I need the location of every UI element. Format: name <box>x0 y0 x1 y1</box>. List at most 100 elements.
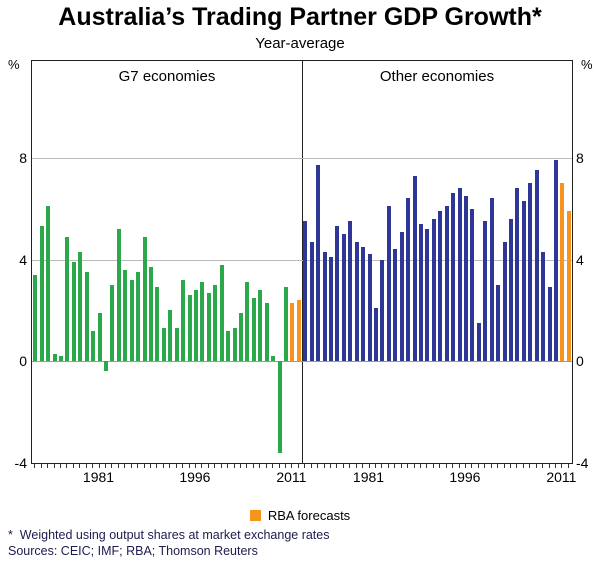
bar-other-1973 <box>316 165 321 362</box>
bar-other-1982 <box>373 307 378 362</box>
x-tick-other-1996 <box>464 464 466 468</box>
bar-other-2001 <box>496 284 501 362</box>
bar-g7-1972 <box>39 226 44 362</box>
x-tick-other-2008 <box>542 464 544 468</box>
x-tick-other-1994 <box>452 464 454 468</box>
bar-g7-1989 <box>148 267 153 362</box>
bar-other-2007 <box>534 170 539 362</box>
x-tick-other-2003 <box>509 464 511 468</box>
x-tick-other-1973 <box>317 464 319 468</box>
x-tick-other-1995 <box>458 464 460 468</box>
legend-swatch-forecast <box>249 510 261 521</box>
bar-g7-1976 <box>65 236 70 362</box>
bar-other-1984 <box>386 206 391 362</box>
x-tick-other-1984 <box>387 464 389 468</box>
x-tick-g7-1977 <box>72 464 74 468</box>
x-tick-g7-2003 <box>239 464 241 468</box>
bar-g7-2007 <box>264 302 269 362</box>
x-tick-label-g7-1996: 1996 <box>179 469 211 485</box>
x-tick-g7-1990 <box>156 464 158 468</box>
x-tick-other-1989 <box>419 464 421 468</box>
bar-g7-1977 <box>71 262 76 362</box>
bar-g7-1994 <box>181 279 186 362</box>
y-axis-unit-left: % <box>8 57 20 72</box>
x-tick-other-1992 <box>439 464 441 468</box>
bar-other-1998 <box>476 323 481 362</box>
y-tick-label-right-8: 8 <box>576 149 584 166</box>
x-tick-other-1981 <box>368 464 370 468</box>
x-tick-g7-2005 <box>252 464 254 468</box>
x-tick-g7-1991 <box>162 464 164 468</box>
bar-g7-1993 <box>174 328 179 362</box>
bar-other-1980 <box>361 246 366 362</box>
bar-other-2002 <box>502 241 507 362</box>
x-tick-other-1977 <box>342 464 344 468</box>
y-tick-label-right--4: -4 <box>576 455 589 471</box>
x-tick-g7-2012 <box>297 464 299 468</box>
x-tick-g7-2001 <box>227 464 229 468</box>
gridline-4 <box>32 259 572 261</box>
bar-g7-2011 <box>290 302 295 362</box>
x-tick-g7-1995 <box>188 464 190 468</box>
bar-other-2000 <box>489 198 494 362</box>
bar-g7-1984 <box>116 228 121 362</box>
x-tick-g7-1976 <box>66 464 68 468</box>
y-tick-label-left-4: 4 <box>19 251 27 268</box>
x-tick-g7-2006 <box>259 464 261 468</box>
bar-g7-2002 <box>232 328 237 362</box>
panel-divider <box>302 61 303 463</box>
legend: RBA forecasts <box>0 508 600 523</box>
bar-other-2009 <box>547 287 552 362</box>
bar-other-2010 <box>553 160 558 362</box>
x-tick-other-1998 <box>477 464 479 468</box>
x-tick-g7-1993 <box>175 464 177 468</box>
bar-g7-1979 <box>84 272 89 362</box>
bar-g7-1980 <box>91 330 96 362</box>
bar-other-1996 <box>463 195 468 362</box>
bar-other-2003 <box>508 218 513 362</box>
y-tick-label-right-4: 4 <box>576 251 584 268</box>
x-tick-other-2012 <box>567 464 569 468</box>
x-tick-g7-2007 <box>265 464 267 468</box>
x-tick-other-1993 <box>445 464 447 468</box>
x-tick-other-1997 <box>471 464 473 468</box>
bar-other-2008 <box>541 251 546 362</box>
bar-g7-2008 <box>271 356 276 362</box>
bar-g7-2012 <box>296 300 301 362</box>
x-tick-other-1986 <box>400 464 402 468</box>
x-tick-other-1985 <box>394 464 396 468</box>
y-tick-label-right-0: 0 <box>576 353 584 370</box>
bar-g7-1987 <box>136 272 141 362</box>
bar-other-1993 <box>444 206 449 362</box>
x-tick-other-2007 <box>535 464 537 468</box>
bar-g7-2005 <box>251 297 256 362</box>
bar-other-1986 <box>399 231 404 362</box>
x-tick-g7-1987 <box>137 464 139 468</box>
bar-other-2006 <box>528 183 533 362</box>
bar-g7-1981 <box>97 312 102 362</box>
x-tick-g7-1980 <box>92 464 94 468</box>
gridline-8 <box>32 157 572 159</box>
bar-g7-2000 <box>219 264 224 362</box>
bar-g7-2004 <box>245 282 250 362</box>
bar-g7-1990 <box>155 287 160 362</box>
x-tick-g7-1983 <box>111 464 113 468</box>
x-tick-other-2000 <box>490 464 492 468</box>
bar-other-1977 <box>341 234 346 362</box>
bar-other-1972 <box>309 241 314 362</box>
x-tick-g7-2011 <box>291 464 293 468</box>
x-tick-label-other-1981: 1981 <box>352 469 385 485</box>
x-tick-label-g7-2011: 2011 <box>276 469 307 485</box>
x-tick-g7-1982 <box>104 464 106 468</box>
x-tick-g7-2009 <box>278 464 280 468</box>
bar-other-1994 <box>451 193 456 362</box>
x-tick-g7-1986 <box>130 464 132 468</box>
bar-g7-1997 <box>200 282 205 362</box>
bar-g7-1992 <box>168 310 173 362</box>
x-tick-g7-1985 <box>124 464 126 468</box>
x-tick-label-g7-1981: 1981 <box>82 469 115 485</box>
bar-other-2004 <box>515 188 520 362</box>
bar-g7-2001 <box>226 330 231 362</box>
bar-other-1983 <box>380 259 385 362</box>
